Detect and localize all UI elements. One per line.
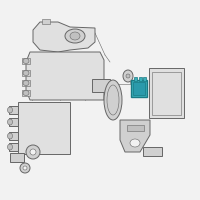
Ellipse shape [8, 133, 12, 139]
Bar [22, 58, 30, 64]
Bar [42, 19, 50, 24]
Ellipse shape [65, 29, 85, 43]
Bar [22, 80, 30, 86]
Bar [152, 72, 181, 115]
Ellipse shape [70, 32, 80, 40]
Ellipse shape [23, 80, 29, 86]
Ellipse shape [130, 139, 140, 147]
Ellipse shape [26, 145, 40, 159]
Ellipse shape [8, 144, 12, 150]
Bar [22, 90, 30, 96]
Bar [10, 153, 24, 162]
Polygon shape [149, 68, 184, 118]
Ellipse shape [8, 107, 12, 113]
Bar [134, 77, 137, 81]
Bar [9, 143, 18, 151]
Bar [143, 147, 162, 156]
Ellipse shape [30, 149, 36, 155]
Bar [139, 77, 142, 81]
Bar [92, 79, 110, 92]
Ellipse shape [8, 119, 12, 125]
Bar [22, 70, 30, 76]
Polygon shape [33, 22, 95, 52]
Bar [9, 118, 18, 126]
Ellipse shape [23, 71, 29, 75]
Ellipse shape [126, 74, 130, 78]
Bar [127, 125, 144, 131]
Ellipse shape [23, 166, 27, 170]
Ellipse shape [123, 70, 133, 82]
Ellipse shape [104, 80, 122, 120]
Polygon shape [120, 120, 150, 152]
Bar [9, 106, 18, 114]
Bar [9, 132, 18, 140]
Polygon shape [131, 80, 147, 97]
Ellipse shape [23, 90, 29, 96]
Polygon shape [18, 102, 70, 154]
Bar [143, 77, 146, 81]
Ellipse shape [20, 163, 30, 173]
Bar [133, 82, 145, 95]
Ellipse shape [23, 58, 29, 64]
Polygon shape [26, 52, 104, 100]
